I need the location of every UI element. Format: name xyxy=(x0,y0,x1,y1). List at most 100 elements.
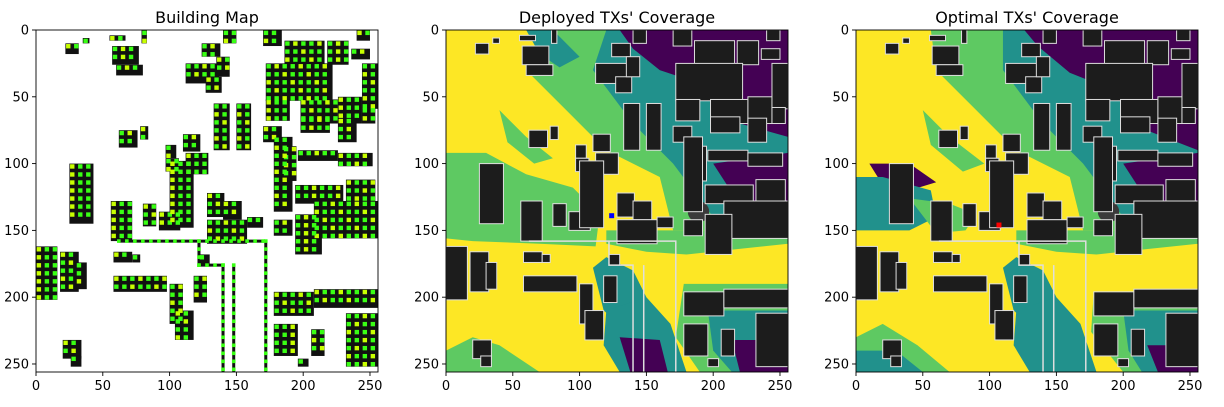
candidate-tx-dot xyxy=(290,292,295,297)
coverage-zone-green xyxy=(499,110,553,164)
candidate-tx-dot xyxy=(60,252,66,257)
candidate-tx-dot xyxy=(274,100,279,105)
candidate-tx-dot xyxy=(370,209,376,215)
building xyxy=(140,126,149,140)
building xyxy=(351,48,370,60)
candidate-tx-dot xyxy=(143,220,148,225)
candidate-tx-dot xyxy=(282,324,287,329)
candidate-tx-dot xyxy=(173,239,177,243)
candidate-tx-dot xyxy=(36,271,42,276)
candidate-tx-dot xyxy=(167,220,172,225)
candidate-tx-dot xyxy=(178,217,183,223)
candidate-tx-dot xyxy=(132,65,138,70)
candidate-tx-dot xyxy=(71,340,76,346)
candidate-tx-dot xyxy=(166,153,171,158)
candidate-tx-dot xyxy=(225,65,230,70)
building xyxy=(856,245,878,301)
candidate-tx-dot xyxy=(221,367,225,372)
candidate-tx-dot xyxy=(202,64,207,69)
candidate-tx-dot xyxy=(202,44,207,49)
y-tick-label: 200 xyxy=(414,291,439,306)
candidate-tx-dot xyxy=(274,201,279,207)
candidate-tx-dot xyxy=(274,292,279,297)
candidate-tx-dot xyxy=(290,88,295,93)
candidate-tx-dot xyxy=(274,177,279,183)
candidate-tx-dot xyxy=(141,239,145,243)
candidate-tx-dot xyxy=(285,41,290,46)
building xyxy=(584,310,605,341)
candidate-tx-dot xyxy=(221,263,225,267)
candidate-tx-dot xyxy=(274,116,279,121)
y-tick-label: 50 xyxy=(12,90,29,105)
building xyxy=(720,328,736,357)
x-tick-label: 150 xyxy=(224,379,249,394)
candidate-tx-dot xyxy=(317,100,322,105)
candidate-tx-dot xyxy=(338,105,343,110)
building xyxy=(723,200,788,239)
building xyxy=(932,251,953,263)
candidate-tx-dot xyxy=(370,289,376,295)
building xyxy=(884,42,900,55)
candidate-tx-dot xyxy=(166,145,171,150)
candidate-tx-dot xyxy=(175,319,181,324)
candidate-tx-dot xyxy=(263,327,268,332)
candidate-tx-dot xyxy=(68,268,74,273)
candidate-tx-dot xyxy=(194,276,199,281)
candidate-tx-dot xyxy=(215,236,221,241)
candidate-tx-dot xyxy=(178,300,183,305)
candidate-tx-dot xyxy=(119,130,124,136)
candidate-tx-dot xyxy=(114,252,119,257)
candidate-tx-dot xyxy=(78,164,83,169)
candidate-tx-dot xyxy=(175,212,181,217)
candidate-tx-dot xyxy=(335,57,341,62)
candidate-tx-dot xyxy=(325,125,330,130)
candidate-tx-dot xyxy=(231,359,236,364)
candidate-tx-dot xyxy=(322,217,327,223)
candidate-tx-dot xyxy=(357,30,362,36)
candidate-tx-dot xyxy=(354,289,360,295)
candidate-tx-dot xyxy=(170,316,175,321)
candidate-tx-dot xyxy=(151,212,156,217)
candidate-tx-dot xyxy=(222,112,227,117)
candidate-tx-dot xyxy=(231,38,237,44)
candidate-tx-dot xyxy=(261,239,265,243)
candidate-tx-dot xyxy=(282,153,287,158)
candidate-tx-dot xyxy=(253,239,257,243)
building xyxy=(632,200,653,221)
candidate-tx-dot xyxy=(178,308,183,313)
candidate-tx-dot xyxy=(362,233,368,239)
candidate-tx-dot xyxy=(231,236,237,241)
candidate-tx-dot xyxy=(151,204,156,209)
candidate-tx-dot xyxy=(354,313,360,319)
candidate-tx-dot xyxy=(370,108,376,113)
building xyxy=(603,275,618,304)
building xyxy=(1085,62,1154,102)
candidate-tx-dot xyxy=(314,217,319,223)
building xyxy=(1157,117,1178,143)
candidate-tx-dot xyxy=(330,217,335,223)
candidate-tx-dot xyxy=(231,303,236,308)
road-outline xyxy=(528,240,677,372)
candidate-tx-dot xyxy=(122,252,127,257)
candidate-tx-dot xyxy=(319,193,325,199)
candidate-tx-dot xyxy=(119,233,124,239)
candidate-tx-dot xyxy=(70,188,75,193)
candidate-tx-dot xyxy=(274,108,279,113)
axes-frame xyxy=(855,29,1199,373)
candidate-tx-dot xyxy=(346,196,352,201)
candidate-tx-dot xyxy=(86,212,91,217)
candidate-tx-dot xyxy=(170,193,175,199)
candidate-tx-dot xyxy=(293,57,298,62)
plot-area xyxy=(856,30,1198,372)
candidate-tx-dot xyxy=(263,295,268,299)
candidate-tx-dot xyxy=(60,276,66,281)
candidate-tx-dot xyxy=(274,185,279,191)
candidate-tx-dot xyxy=(274,348,279,354)
candidate-tx-dot xyxy=(76,279,82,284)
building xyxy=(549,125,559,141)
candidate-tx-dot xyxy=(346,313,352,319)
x-tick-label: 0 xyxy=(442,379,450,394)
building xyxy=(693,40,736,66)
candidate-tx-dot xyxy=(343,57,349,62)
candidate-tx-dot xyxy=(343,49,349,54)
